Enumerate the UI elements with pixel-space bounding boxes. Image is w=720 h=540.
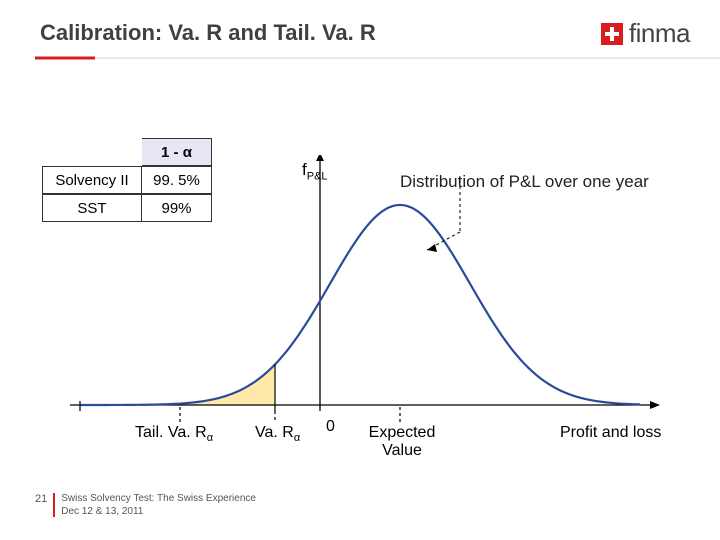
density-chart [60, 155, 660, 435]
tailvar-label: Tail. Va. Rα [135, 424, 213, 444]
footer-text: Swiss Solvency Test: The Swiss Experienc… [55, 493, 256, 518]
finma-logo: finma [601, 18, 690, 49]
swiss-cross-icon [601, 23, 623, 45]
var-label: Va. Rα [255, 424, 300, 444]
title-underline [0, 56, 720, 96]
page-title: Calibration: Va. R and Tail. Va. R [40, 20, 376, 46]
slide-footer: 21 Swiss Solvency Test: The Swiss Experi… [35, 493, 256, 518]
expected-value-label: ExpectedValue [362, 424, 442, 460]
zero-label: 0 [326, 418, 335, 436]
profit-loss-label: Profit and loss [560, 424, 661, 442]
page-number: 21 [35, 493, 55, 517]
logo-text: finma [629, 18, 690, 49]
